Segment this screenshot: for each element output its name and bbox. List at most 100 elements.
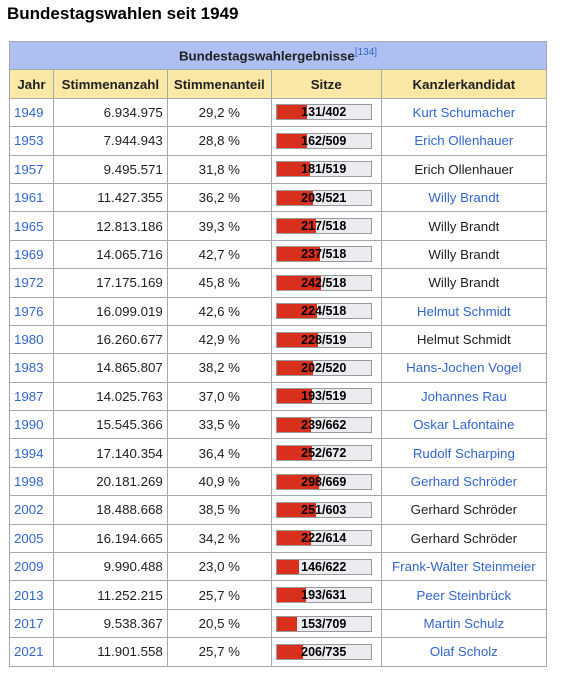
candidate-name[interactable]: Helmut Schmidt (380, 296, 548, 326)
year-link[interactable]: 2013 (9, 580, 54, 610)
vote-count: 9.538.367 (52, 608, 168, 639)
candidate-name: Gerhard Schröder (380, 495, 548, 525)
candidate-name[interactable]: Hans-Jochen Vogel (380, 353, 548, 383)
column-header-stimmenanteil[interactable]: Stimmenanteil (166, 69, 272, 99)
seats-bar: 153/709 (275, 615, 372, 632)
table-row: 1969 14.065.716 42,7 % 237/518 Willy Brandt (9, 239, 548, 270)
year-link[interactable]: 1965 (9, 211, 54, 241)
seats-bar-fill (276, 275, 321, 290)
seats-bar-fill (276, 304, 318, 319)
seats-label: 239/662 (301, 417, 347, 432)
vote-count: 12.813.186 (52, 211, 168, 241)
column-header-stimmenanzahl[interactable]: Stimmenanzahl (52, 69, 168, 99)
year-link[interactable]: 2002 (9, 495, 54, 525)
year-link[interactable]: 1969 (9, 239, 54, 270)
candidate-name[interactable]: Kurt Schumacher (380, 97, 548, 128)
seats-cell: 298/669 (270, 466, 382, 497)
seats-label: 153/709 (301, 616, 347, 631)
vote-share: 23,0 % (166, 552, 272, 582)
election-results-table: Bundestagswahlergebnisse[134] Jahr Stimm… (9, 40, 548, 667)
table-row: 1990 15.545.366 33,5 % 239/662 Oskar Lafonta… (9, 410, 548, 440)
seats-label: 222/614 (301, 531, 347, 546)
candidate-name[interactable]: Rudolf Scharping (380, 438, 548, 468)
year-link[interactable]: 1980 (9, 324, 54, 355)
year-link[interactable]: 1990 (9, 410, 54, 440)
seats-label: 251/603 (301, 502, 347, 517)
candidate-name[interactable]: Willy Brandt (380, 182, 548, 213)
table-header-row: Jahr Stimmenanzahl Stimmenanteil Sitze K… (9, 69, 548, 99)
candidate-name[interactable]: Erich Ollenhauer (380, 126, 548, 156)
year-link[interactable]: 2005 (9, 523, 54, 554)
year-link[interactable]: 1987 (9, 381, 54, 412)
vote-count: 9.990.488 (52, 552, 168, 582)
vote-share: 45,8 % (166, 268, 272, 298)
seats-label: 193/519 (301, 389, 347, 404)
table-row: 1961 11.427.355 36,2 % 203/521 Willy Brandt (9, 182, 548, 213)
vote-share: 42,9 % (166, 324, 272, 355)
vote-share: 28,8 % (166, 126, 272, 156)
seats-bar-fill (276, 219, 317, 234)
candidate-name[interactable]: Olaf Scholz (380, 637, 548, 667)
seats-cell: 131/402 (270, 97, 382, 128)
column-header-kanzlerkandidat[interactable]: Kanzlerkandidat (380, 69, 548, 99)
year-link[interactable]: 1998 (9, 466, 54, 497)
year-link[interactable]: 1983 (9, 353, 54, 383)
seats-bar: 228/519 (275, 331, 372, 348)
seats-label: 224/518 (301, 304, 347, 319)
seats-bar-fill (276, 588, 306, 603)
candidate-name[interactable]: Johannes Rau (380, 381, 548, 412)
year-link[interactable]: 1957 (9, 154, 54, 184)
seats-bar: 131/402 (275, 104, 372, 121)
seats-bar-fill (276, 332, 319, 347)
seats-bar-fill (276, 474, 319, 489)
vote-share: 25,7 % (166, 637, 272, 667)
year-link[interactable]: 1949 (9, 97, 54, 128)
candidate-name[interactable]: Peer Steinbrück (380, 580, 548, 610)
seats-label: 217/518 (301, 219, 347, 234)
seats-bar: 239/662 (275, 416, 372, 433)
candidate-name[interactable]: Martin Schulz (380, 608, 548, 639)
year-link[interactable]: 2009 (9, 552, 54, 582)
seats-bar: 146/622 (275, 558, 372, 575)
seats-bar-fill (276, 502, 316, 517)
candidate-name[interactable]: Gerhard Schröder (380, 466, 548, 497)
vote-count: 11.252.215 (52, 580, 168, 610)
seats-bar: 251/603 (275, 501, 372, 518)
table-row: 2009 9.990.488 23,0 % 146/622 Frank-Walter S… (9, 552, 548, 582)
column-header-sitze[interactable]: Sitze (270, 69, 382, 99)
year-link[interactable]: 1976 (9, 296, 54, 326)
year-link[interactable]: 1961 (9, 182, 54, 213)
vote-count: 11.427.355 (52, 182, 168, 213)
seats-bar-fill (276, 417, 311, 432)
vote-count: 14.025.763 (52, 381, 168, 412)
vote-share: 20,5 % (166, 608, 272, 639)
table-row: 1983 14.865.807 38,2 % 202/520 Hans-Jochen V… (9, 353, 548, 383)
year-link[interactable]: 1953 (9, 126, 54, 156)
candidate-name[interactable]: Oskar Lafontaine (380, 410, 548, 440)
vote-count: 17.175.169 (52, 268, 168, 298)
seats-cell: 242/518 (270, 268, 382, 298)
year-link[interactable]: 2017 (9, 608, 54, 639)
seats-label: 298/669 (301, 474, 347, 489)
year-link[interactable]: 1994 (9, 438, 54, 468)
candidate-name: Helmut Schmidt (380, 324, 548, 355)
table-row: 1949 6.934.975 29,2 % 131/402 Kurt Schumache… (9, 97, 548, 128)
vote-share: 42,7 % (166, 239, 272, 270)
seats-label: 146/622 (301, 559, 347, 574)
year-link[interactable]: 2021 (9, 637, 54, 667)
seats-bar-fill (276, 531, 311, 546)
seats-label: 202/520 (301, 360, 347, 375)
seats-label: 242/518 (301, 275, 347, 290)
column-header-jahr[interactable]: Jahr (9, 69, 54, 99)
candidate-name[interactable]: Frank-Walter Steinmeier (380, 552, 548, 582)
year-link[interactable]: 1972 (9, 268, 54, 298)
seats-bar-fill (276, 616, 298, 631)
seats-cell: 224/518 (270, 296, 382, 326)
seats-cell: 193/631 (270, 580, 382, 610)
seats-bar: 181/519 (275, 161, 372, 178)
seats-bar-fill (276, 190, 314, 205)
caption-reference-link[interactable]: [134] (354, 47, 378, 59)
seats-cell: 228/519 (270, 324, 382, 355)
seats-bar-fill (276, 644, 304, 659)
table-row: 2021 11.901.558 25,7 % 206/735 Olaf Scholz (9, 637, 548, 667)
